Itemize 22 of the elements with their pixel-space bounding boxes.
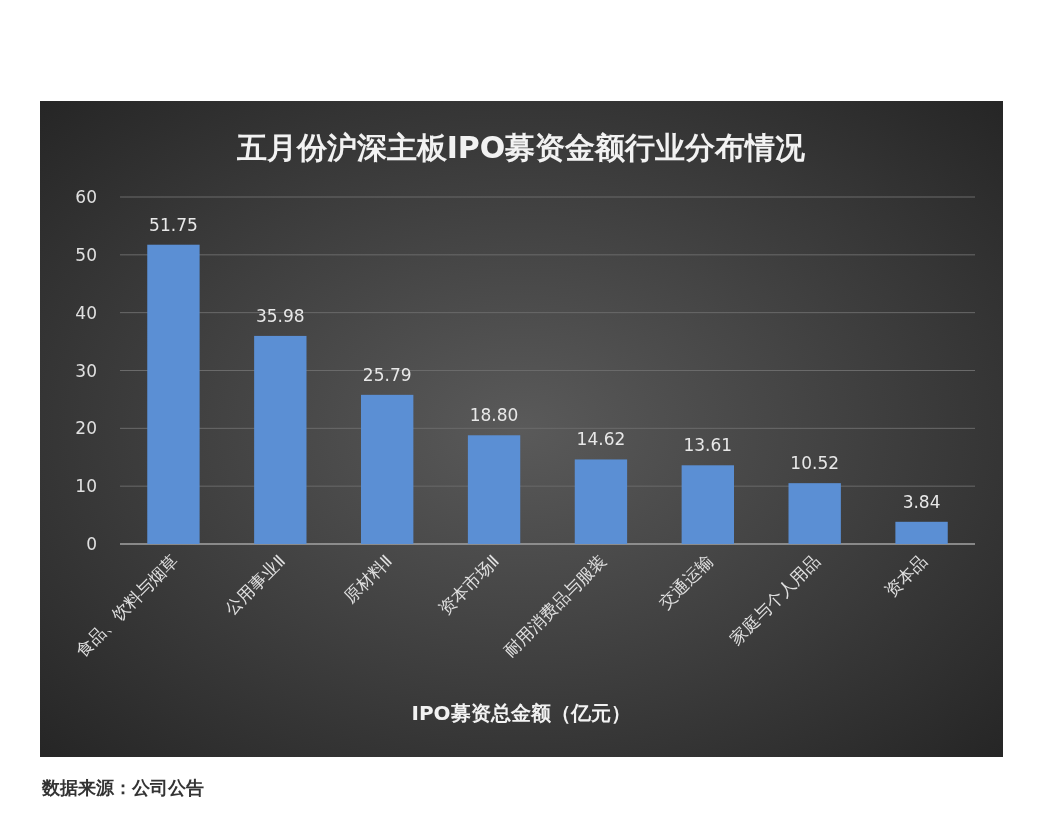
y-tick-label: 60 (75, 187, 97, 207)
y-tick-label: 20 (75, 418, 97, 439)
x-tick-label: 交通运输 (654, 550, 717, 613)
data-label: 10.52 (790, 453, 840, 474)
data-label: 25.79 (362, 364, 412, 385)
source-note: 数据来源：公司公告 (41, 777, 204, 798)
x-tick-label: 资本品 (880, 550, 931, 601)
y-tick-label: 30 (75, 360, 97, 381)
y-tick-label: 10 (75, 476, 97, 497)
data-label: 14.62 (576, 429, 626, 450)
x-tick-label: 原材料Ⅱ (339, 550, 397, 607)
x-axis-title: IPO募资总金额（亿元） (411, 701, 631, 725)
data-label: 51.75 (149, 214, 198, 235)
x-tick-label: 公用事业Ⅱ (220, 550, 290, 619)
x-tick-label: 家庭与个人用品 (725, 550, 824, 649)
y-tick-label: 50 (75, 244, 97, 265)
data-label: 35.98 (255, 305, 305, 326)
y-tick-label: 40 (75, 302, 97, 323)
title: 五月份沪深主板IPO募资金额行业分布情况 (236, 130, 806, 165)
data-label: 18.80 (469, 405, 519, 426)
data-label: 3.84 (902, 491, 941, 512)
data-label: 13.61 (683, 435, 733, 456)
